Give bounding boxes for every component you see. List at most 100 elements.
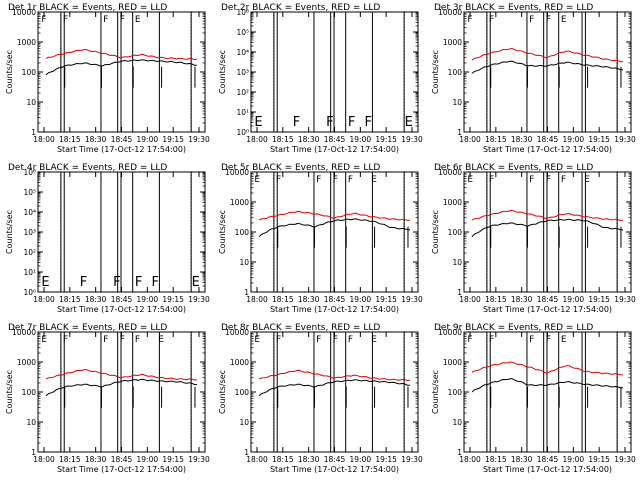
x-tick-label: 18:45 (537, 135, 559, 144)
x-tick-label: 19:00 (137, 295, 159, 304)
events-series-line (471, 218, 624, 237)
x-tick-label: 19:15 (375, 455, 397, 464)
x-tick-label: 18:45 (111, 295, 133, 304)
x-tick-label: 19:00 (137, 455, 159, 464)
x-axis-label: Start Time (17-Oct-12 17:54:00) (57, 305, 186, 314)
x-tick-label: 18:45 (324, 135, 346, 144)
x-tick-label: 18:15 (272, 135, 294, 144)
x-tick-label: 18:15 (272, 295, 294, 304)
flag-label: F (529, 175, 534, 185)
x-tick-label: 19:00 (563, 135, 585, 144)
x-tick-label: 18:15 (485, 295, 507, 304)
events-series-line (45, 378, 197, 397)
y-tick-label: 1000 (230, 358, 249, 367)
flag-label: F (333, 335, 338, 345)
x-tick-label: 18:15 (272, 455, 294, 464)
flag-label: F (546, 15, 551, 25)
flag-label: F (80, 275, 87, 290)
panel-det-6: Det 6r BLACK = Events, RED = LLD 1 10 100 10… (431, 163, 636, 314)
x-tick-label: 18:15 (59, 135, 81, 144)
x-tick-label: 18:00 (33, 135, 55, 144)
flag-label: E (405, 115, 413, 130)
events-series-line (45, 59, 197, 76)
flag-label: E (254, 115, 262, 130)
x-axis-label: Start Time (17-Oct-12 17:54:00) (483, 305, 612, 314)
x-tick-label: 19:15 (162, 455, 184, 464)
panel-title: Det 1r BLACK = Events, RED = LLD (8, 3, 167, 13)
x-tick-label: 18:30 (85, 455, 107, 464)
x-tick-label: 18:30 (511, 295, 533, 304)
flag-label: E (192, 275, 200, 290)
panel-title: Det 5r BLACK = Events, RED = LLD (221, 163, 380, 173)
x-tick-label: 19:15 (375, 295, 397, 304)
y-tick-label: 1 (31, 448, 36, 457)
panel-title: Det 9r BLACK = Events, RED = LLD (434, 323, 593, 333)
x-tick-label: 19:30 (188, 135, 210, 144)
panel-det-9: Det 9r BLACK = Events, RED = LLD 1 10 100 10… (431, 323, 636, 474)
flag-label: E (254, 335, 260, 345)
flag-label: F (276, 175, 281, 185)
flag-label: F (489, 175, 494, 185)
x-axis-label: Start Time (17-Oct-12 17:54:00) (270, 145, 399, 154)
flag-label: F (546, 175, 551, 185)
x-tick-label: 18:30 (298, 295, 320, 304)
x-tick-label: 19:00 (563, 295, 585, 304)
x-tick-label: 18:30 (511, 455, 533, 464)
flag-label: E (371, 175, 377, 185)
flag-label: F (63, 15, 68, 25)
flag-label: E (41, 335, 47, 345)
y-axis-label: Counts/sec (218, 210, 227, 254)
y-tick-label: 10³ (236, 68, 249, 77)
flag-label: F (561, 175, 566, 185)
x-tick-label: 18:00 (459, 295, 481, 304)
x-tick-label: 19:00 (350, 295, 372, 304)
y-tick-label: 10000 (438, 328, 462, 337)
y-tick-label: 10000 (225, 328, 249, 337)
x-axis-label: Start Time (17-Oct-12 17:54:00) (483, 145, 612, 154)
y-tick-label: 10⁴ (236, 48, 249, 57)
x-axis-label: Start Time (17-Oct-12 17:54:00) (270, 305, 399, 314)
flag-label: E (41, 275, 49, 290)
x-axis-label: Start Time (17-Oct-12 17:54:00) (57, 145, 186, 154)
flag-label: F (467, 335, 472, 345)
x-tick-label: 19:15 (375, 135, 397, 144)
y-tick-label: 10000 (12, 328, 36, 337)
x-tick-label: 18:15 (485, 135, 507, 144)
lld-series-line (471, 361, 624, 376)
events-series-line (258, 379, 410, 397)
x-tick-label: 18:30 (85, 295, 107, 304)
panel-det-5: Det 5r BLACK = Events, RED = LLD 1 10 100 10… (218, 163, 423, 314)
x-tick-label: 18:15 (59, 295, 81, 304)
flag-label: F (120, 15, 125, 25)
flag-label: F (316, 175, 321, 185)
flag-label: F (365, 115, 372, 130)
y-tick-label: 10⁴ (23, 208, 36, 217)
y-tick-label: 10⁰ (236, 128, 249, 137)
lld-series-line (45, 368, 198, 381)
flag-label: F (467, 15, 472, 25)
y-tick-label: 10² (236, 88, 249, 97)
lld-series-line (258, 211, 411, 221)
y-tick-label: 100 (22, 68, 37, 77)
y-tick-label: 1 (244, 448, 249, 457)
x-tick-label: 19:30 (614, 295, 636, 304)
flag-label: F (293, 115, 300, 130)
lld-series-line (471, 209, 624, 221)
y-tick-label: 1 (457, 128, 462, 137)
y-tick-label: 10¹ (23, 268, 36, 277)
lld-series-line (258, 369, 411, 382)
events-series-line (471, 60, 623, 74)
panel-det-7: Det 7r BLACK = Events, RED = LLD 1 10 100 10… (5, 323, 210, 474)
y-tick-label: 10000 (225, 168, 249, 177)
x-tick-label: 18:30 (298, 455, 320, 464)
y-tick-label: 10⁶ (236, 8, 249, 17)
panel-title: Det 8r BLACK = Events, RED = LLD (221, 323, 380, 333)
y-tick-label: 10³ (23, 228, 36, 237)
y-axis-label: Counts/sec (218, 50, 227, 94)
x-tick-label: 19:15 (588, 295, 610, 304)
x-tick-label: 19:00 (350, 135, 372, 144)
y-tick-label: 10 (26, 418, 36, 427)
y-axis-label: Counts/sec (5, 50, 14, 94)
flag-label: F (113, 275, 120, 290)
y-tick-label: 10² (23, 248, 36, 257)
